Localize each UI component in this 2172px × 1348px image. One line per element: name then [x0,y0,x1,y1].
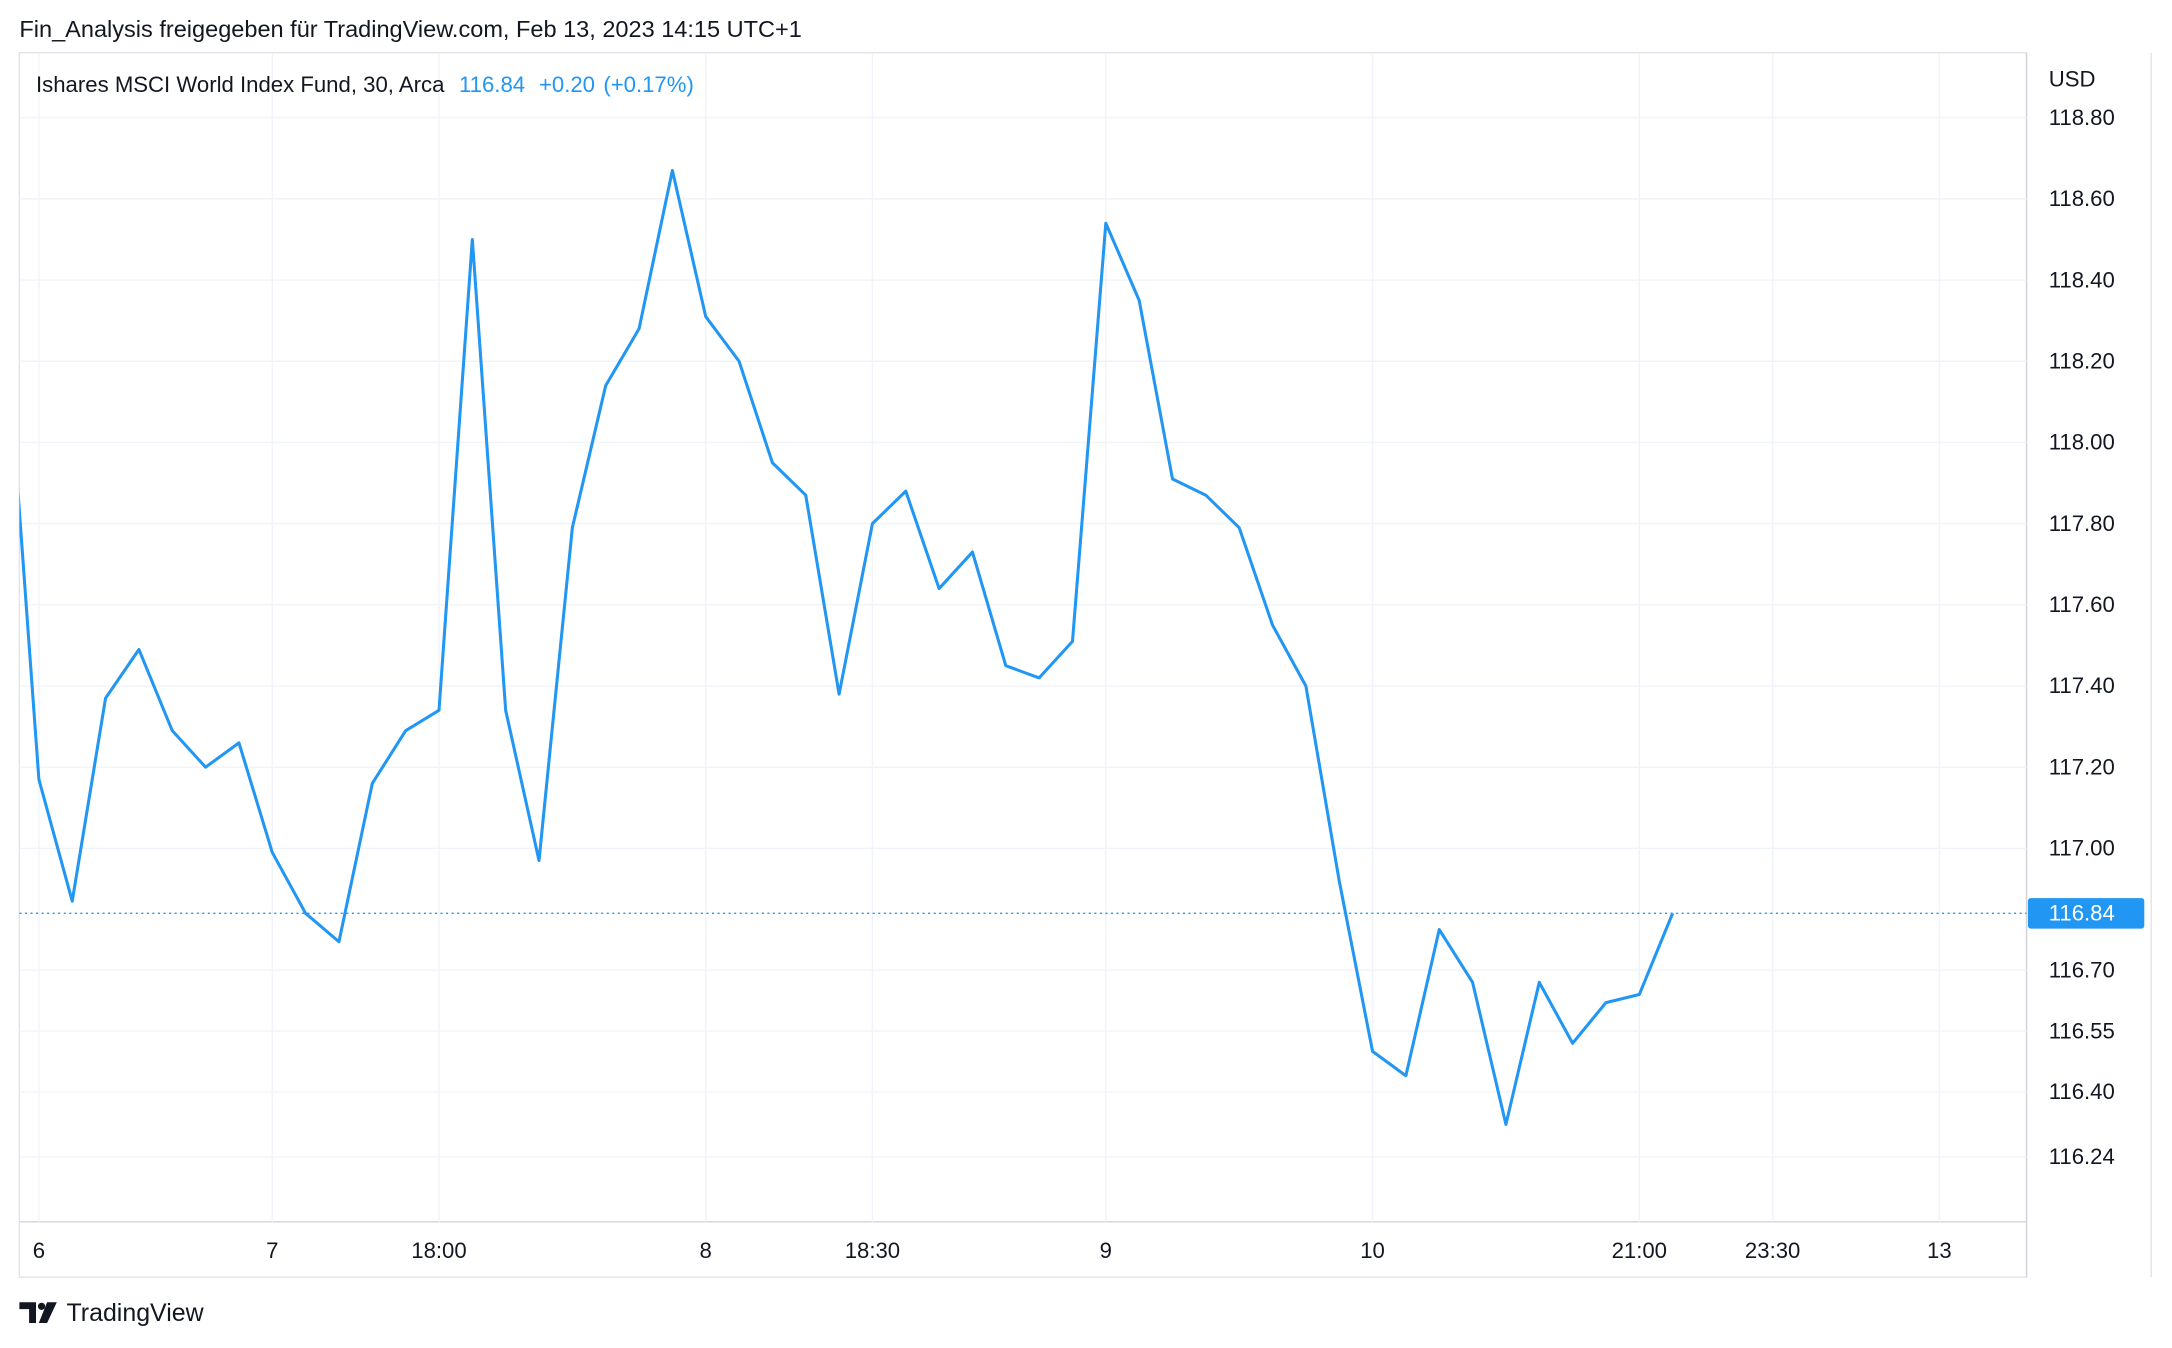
x-tick-label: 21:00 [1612,1238,1667,1263]
y-tick-label: 117.40 [2049,673,2115,698]
price-line [19,168,1675,1126]
x-tick-label: 13 [1927,1238,1952,1263]
brand-logo [19,1302,57,1323]
x-tick-label: 8 [700,1238,712,1263]
y-tick-label: 117.00 [2049,836,2115,861]
y-tick-label: 118.40 [2049,267,2115,292]
y-tick-label: 116.55 [2049,1018,2115,1043]
last-price-label: 116.84 [2049,901,2115,926]
last-price-box [2027,898,2145,929]
x-tick-label: 10 [1360,1238,1385,1263]
legend-change: +0.20 [539,72,595,97]
legend: Ishares MSCI World Index Fund, 30, Arca … [36,72,694,97]
y-tick-label: 117.60 [2049,592,2115,617]
brand: TradingView [66,1299,204,1327]
x-tick-label: 18:00 [411,1238,466,1263]
y-tick-label: 118.20 [2049,348,2115,373]
y-tick-label: 117.80 [2049,511,2115,536]
legend-change-percent: (+0.17%) [603,72,694,97]
grid [19,52,2027,1222]
x-tick-label: 7 [266,1238,278,1263]
y-tick-label: 117.20 [2049,754,2115,779]
plot-frame [18,52,2028,1278]
currency: USD [2049,66,2096,91]
x-tick-label: 6 [33,1238,45,1263]
marks [19,168,2027,1126]
x-tick-label: 23:30 [1745,1238,1800,1263]
source-line: Fin_Analysis freigegeben für TradingView… [19,16,801,42]
legend-title: Ishares MSCI World Index Fund, 30, Arca [36,72,445,97]
x-tick-label: 18:30 [845,1238,900,1263]
y-tick-label: 118.80 [2049,105,2115,130]
y-tick-label: 116.40 [2049,1079,2115,1104]
y-tick-label: 116.70 [2049,957,2115,982]
y-tick-label: 118.00 [2049,430,2115,455]
y-tick-label: 116.24 [2049,1144,2115,1169]
y-tick-label: 118.60 [2049,186,2115,211]
x-tick-label: 9 [1100,1238,1112,1263]
legend-price: 116.84 [459,72,525,97]
